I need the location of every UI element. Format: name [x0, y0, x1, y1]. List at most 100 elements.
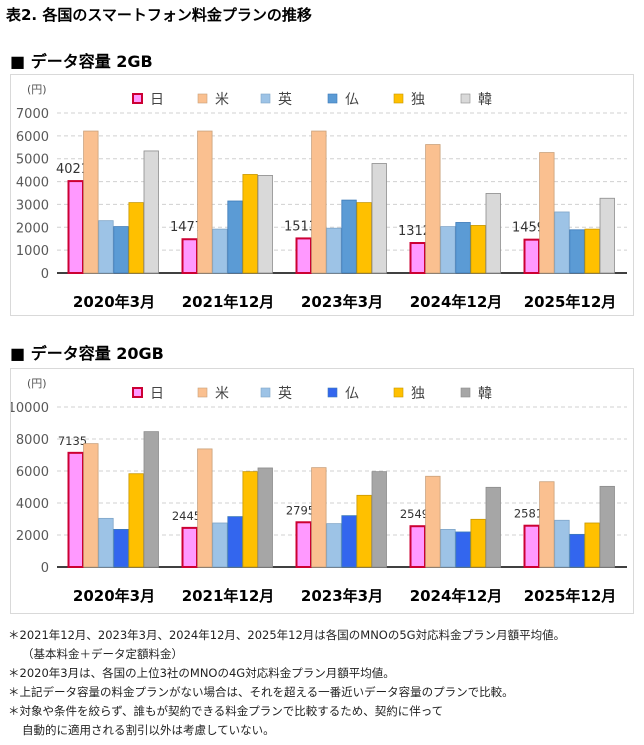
y-tick-label: 1000: [16, 244, 49, 259]
bar-日-2023年3月: [295, 521, 312, 568]
legend-swatch: [460, 93, 471, 104]
bar-日-2020年3月: [67, 451, 84, 568]
bar-日-2025年12月: [523, 524, 540, 568]
bar-独-2024年12月: [470, 518, 486, 568]
bar-米-2020年3月: [83, 443, 99, 568]
x-tick-label: 2024年12月: [410, 293, 503, 311]
bar-韓-2024年12月: [485, 193, 501, 274]
chart-heading-20gb: ■ データ容量 20GB: [10, 344, 164, 363]
y-tick-label: 2000: [16, 221, 49, 236]
legend-swatch: [197, 93, 208, 104]
table-title: 表2. 各国のスマートフォン料金プランの推移: [6, 6, 312, 24]
legend-label: 独: [411, 92, 425, 108]
bar-仏-2020年3月: [113, 528, 129, 568]
bar-韓-2020年3月: [143, 150, 159, 274]
bar-米-2023年3月: [311, 467, 327, 568]
bar-日-2024年12月: [409, 525, 426, 569]
y-tick-label: 10000: [11, 401, 49, 416]
bar-仏-2021年12月: [227, 516, 243, 568]
chart-20gb: (円) 0 2000 4000 6000 8000 10000 日 米 英 仏 独 韓 7135 2020年…: [10, 368, 634, 614]
x-tick-label: 2025年12月: [524, 587, 617, 605]
bar-仏-2024年12月: [455, 222, 471, 274]
bar-米-2025年12月: [539, 152, 555, 274]
legend-swatch: [260, 93, 271, 104]
legend-swatch: [132, 93, 143, 104]
bar-独-2020年3月: [128, 202, 144, 274]
bar-独-2021年12月: [242, 471, 258, 568]
legend-swatch: [327, 93, 338, 104]
y-tick-label: 7000: [16, 107, 49, 122]
bar-米-2021年12月: [197, 448, 213, 568]
bar-英-2020年3月: [98, 517, 114, 568]
legend-label: 日: [150, 386, 164, 402]
bar-仏-2024年12月: [455, 531, 471, 568]
bar-独-2020年3月: [128, 473, 144, 568]
bar-独-2023年3月: [356, 202, 372, 274]
bar-仏-2023年3月: [341, 515, 357, 568]
bar-韓-2024年12月: [485, 486, 501, 568]
legend-label: 仏: [345, 386, 359, 402]
y-tick-label: 4000: [16, 176, 49, 191]
x-tick-label: 2021年12月: [182, 293, 275, 311]
bar-韓-2025年12月: [599, 485, 615, 568]
y-tick-label: 5000: [16, 153, 49, 168]
x-tick-label: 2021年12月: [182, 587, 275, 605]
y-tick-label: 0: [41, 561, 49, 576]
x-tick-label: 2023年3月: [301, 293, 383, 311]
bar-英-2023年3月: [326, 523, 342, 568]
data-label: 2795: [286, 503, 315, 517]
y-axis-unit: (円): [27, 83, 47, 96]
note: 自動的に適用される割引以外は考慮していない。: [22, 723, 275, 737]
y-tick-label: 2000: [16, 529, 49, 544]
legend-label: 仏: [345, 92, 359, 108]
bar-独-2025年12月: [584, 522, 600, 568]
bar-韓-2023年3月: [371, 163, 387, 274]
data-label: 1513: [284, 219, 317, 234]
legend-label: 韓: [478, 386, 492, 402]
x-tick-label: 2024年12月: [410, 587, 503, 605]
bar-米-2024年12月: [425, 475, 441, 568]
note: ＊上記データ容量の料金プランがない場合は、それを超える一番近いデータ容量のプラン…: [8, 685, 514, 699]
bar-韓-2020年3月: [143, 431, 159, 568]
bar-仏-2023年3月: [341, 199, 357, 274]
bar-米-2024年12月: [425, 144, 441, 274]
bar-米-2025年12月: [539, 481, 555, 568]
y-tick-label: 3000: [16, 198, 49, 213]
bar-英-2024年12月: [440, 528, 456, 568]
bar-日-2021年12月: [181, 238, 198, 275]
y-tick-label: 4000: [16, 497, 49, 512]
bar-英-2020年3月: [98, 220, 114, 274]
legend-label: 日: [150, 92, 164, 108]
chart-2gb: (円) 0 1000 2000 3000 4000 5000 6000 7000 日 米 英 仏 独 韓 40…: [10, 74, 634, 316]
bar-韓-2021年12月: [257, 175, 273, 274]
bar-英-2024年12月: [440, 226, 456, 274]
data-label: 7135: [58, 434, 87, 448]
data-label: 2581: [514, 507, 543, 521]
y-tick-label: 0: [41, 267, 49, 282]
note: （基本料金＋データ定額料金）: [22, 647, 183, 661]
data-label: 4021: [56, 162, 89, 177]
legend-swatch: [260, 387, 271, 398]
note: ＊対象や条件を絞らず、誰もが契約できる料金プランで比較するため、契約に伴って: [8, 704, 444, 718]
legend-label: 米: [215, 386, 229, 402]
legend-swatch: [393, 93, 404, 104]
note: ＊2021年12月、2023年3月、2024年12月、2025年12月は各国のM…: [8, 628, 566, 642]
legend-swatch: [327, 387, 338, 398]
x-tick-label: 2020年3月: [73, 293, 155, 311]
bar-日-2025年12月: [523, 238, 540, 274]
legend-label: 英: [278, 91, 292, 108]
bar-英-2021年12月: [212, 522, 228, 568]
legend-label: 韓: [478, 92, 492, 108]
data-label: 1312: [398, 224, 431, 239]
x-tick-label: 2025年12月: [524, 293, 617, 311]
bar-日-2021年12月: [181, 526, 198, 569]
bar-仏-2021年12月: [227, 200, 243, 274]
chart-heading-2gb: ■ データ容量 2GB: [10, 52, 153, 71]
data-label: 1459: [512, 221, 545, 236]
bar-英-2021年12月: [212, 228, 228, 274]
bar-日-2023年3月: [295, 237, 312, 274]
bar-韓-2025年12月: [599, 197, 615, 274]
bar-仏-2020年3月: [113, 226, 129, 274]
legend-swatch: [460, 387, 471, 398]
